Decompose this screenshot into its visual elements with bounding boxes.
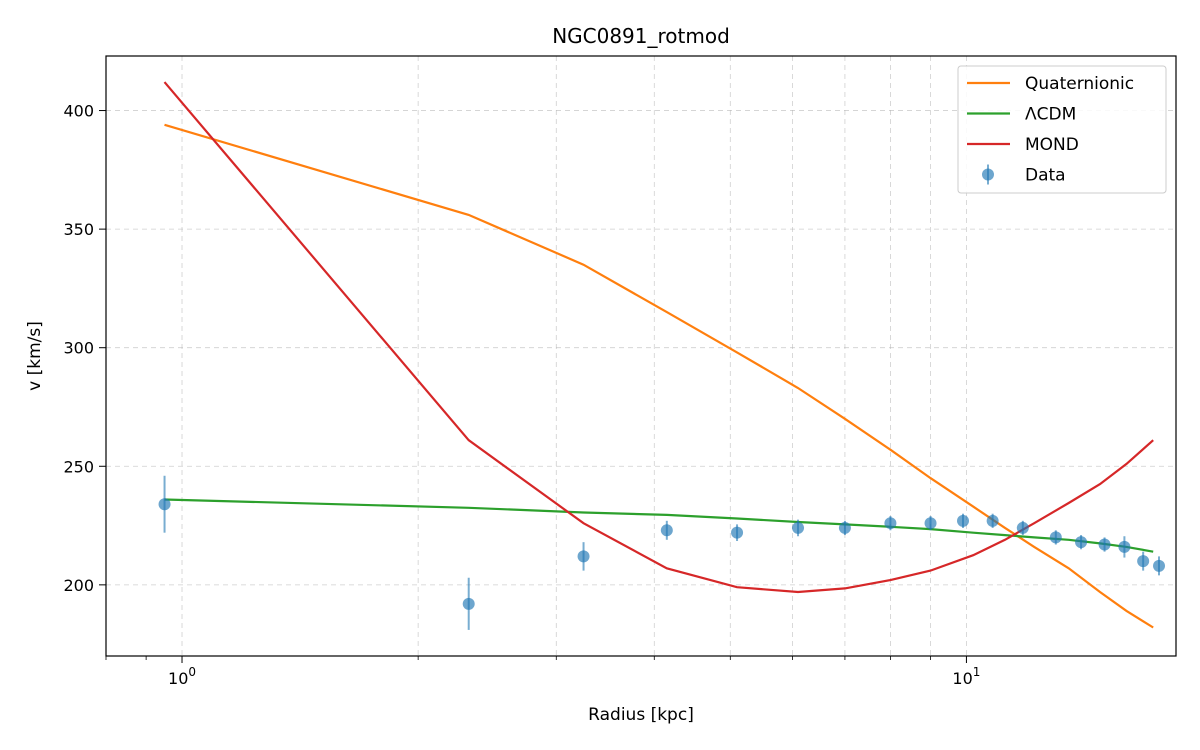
data-point <box>987 515 999 527</box>
chart-title: NGC0891_rotmod <box>552 24 730 48</box>
data-point <box>1118 541 1130 553</box>
data-point <box>957 515 969 527</box>
y-tick-label: 300 <box>63 339 94 358</box>
data-point <box>463 598 475 610</box>
legend-label: Data <box>1025 166 1066 186</box>
legend-swatch-data <box>982 169 994 181</box>
data-point <box>1075 536 1087 548</box>
data-point <box>1137 555 1149 567</box>
y-tick-label: 250 <box>63 457 94 476</box>
data-point <box>1153 560 1165 572</box>
x-axis-label: Radius [kpc] <box>588 705 694 725</box>
data-point <box>792 522 804 534</box>
legend-label: Quaternionic <box>1025 74 1134 94</box>
data-point <box>159 498 171 510</box>
y-tick-label: 400 <box>63 102 94 121</box>
data-point <box>578 550 590 562</box>
data-point <box>731 527 743 539</box>
legend-label: MOND <box>1025 135 1079 155</box>
y-tick-label: 350 <box>63 220 94 239</box>
data-point <box>1099 539 1111 551</box>
legend: Quaternionic ΛCDM MOND Data <box>958 66 1166 193</box>
y-tick-label: 200 <box>63 576 94 595</box>
data-point <box>925 517 937 529</box>
data-point <box>1050 531 1062 543</box>
y-axis-label: v [km/s] <box>25 321 45 391</box>
data-point <box>661 524 673 536</box>
data-point <box>839 522 851 534</box>
data-point <box>1017 522 1029 534</box>
data-point <box>884 517 896 529</box>
legend-label: ΛCDM <box>1025 105 1076 125</box>
